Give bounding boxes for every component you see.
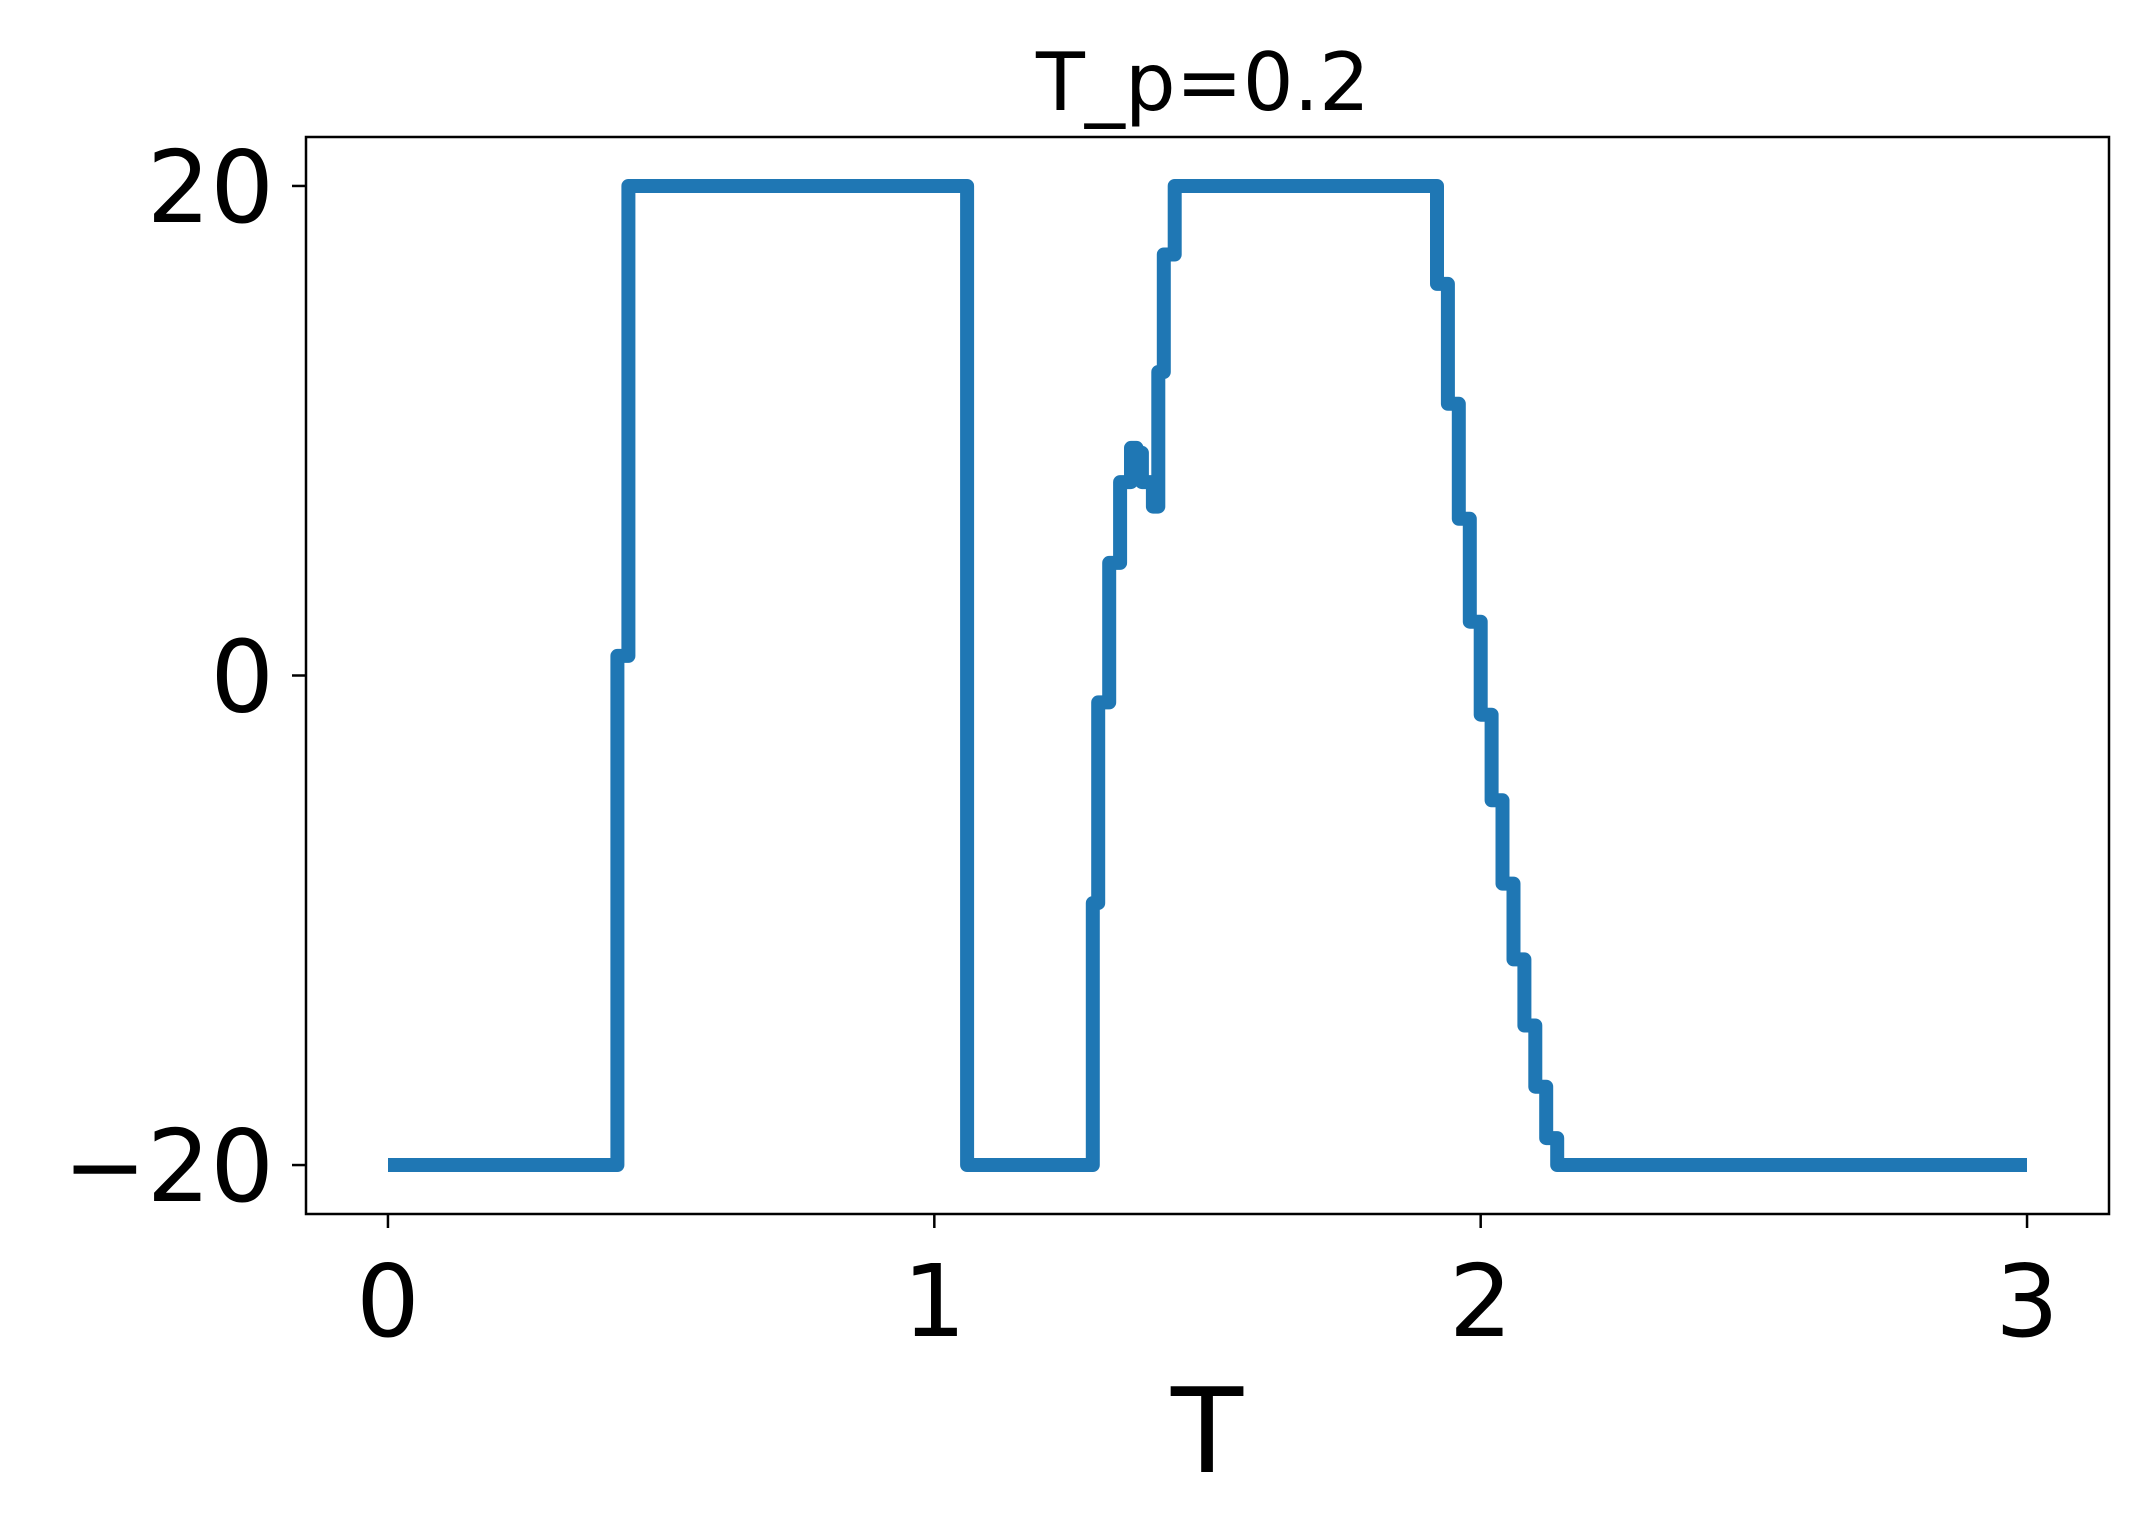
x-tick-label: 2: [1449, 1243, 1513, 1360]
series-line-0: [388, 179, 2027, 1172]
x-tick-label: 3: [1995, 1243, 2059, 1360]
y-tick-label: −20: [63, 1108, 274, 1225]
plot-frame: [304, 135, 2111, 1216]
chart-title: T_p=0.2: [1035, 36, 1370, 129]
x-tick-label: 1: [903, 1243, 967, 1360]
axes: 0 1 2 3 −20 0 20: [63, 129, 2059, 1360]
x-axis-label: T: [1170, 1362, 1244, 1500]
plot-area: [388, 179, 2027, 1172]
x-tick-label: 0: [356, 1243, 420, 1360]
y-tick-label: 20: [147, 129, 274, 246]
y-tick-label: 0: [210, 619, 274, 736]
